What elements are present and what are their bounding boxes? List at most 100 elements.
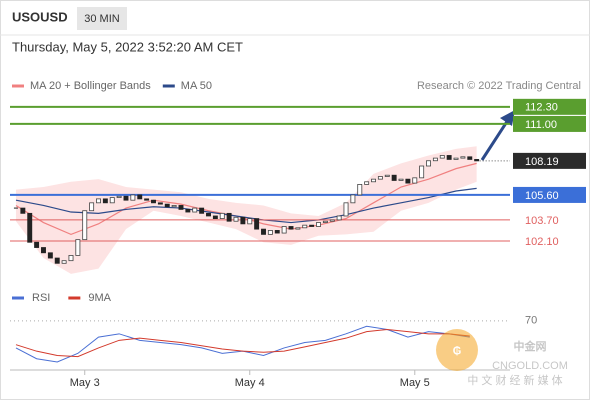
- indicator-line: [15, 328, 470, 358]
- candle: [467, 156, 473, 160]
- moving-average: [15, 187, 477, 224]
- watermark: ₲ 中金网 CNGOLD.COM 中 文 财 经 新 媒 体: [436, 329, 568, 387]
- candle: [288, 226, 294, 230]
- candle: [185, 208, 191, 213]
- price-label: 111.00: [525, 119, 557, 131]
- candle: [206, 212, 211, 217]
- candle: [247, 218, 253, 225]
- candle: [137, 194, 143, 200]
- source: Research © 2022 Trading Central: [417, 80, 581, 92]
- candle: [41, 247, 46, 254]
- candle: [405, 178, 411, 184]
- price-label-box: [513, 98, 586, 115]
- candle: [343, 202, 349, 217]
- candle: [446, 155, 452, 160]
- candle: [61, 260, 67, 264]
- candle: [116, 195, 122, 198]
- candle: [212, 215, 218, 219]
- candle: [357, 184, 363, 196]
- candle: [322, 220, 328, 223]
- candle: [219, 212, 225, 219]
- candle: [171, 205, 177, 208]
- price-label: 103.70: [525, 215, 559, 227]
- candle: [281, 226, 287, 234]
- x-tick-label: May 4: [235, 377, 265, 389]
- price-label-box: [513, 115, 586, 132]
- candle: [54, 257, 60, 264]
- interval[interactable]: 30 MIN: [84, 13, 120, 25]
- candle: [474, 159, 480, 162]
- candle: [377, 176, 383, 180]
- candle: [164, 203, 170, 208]
- candle: [412, 177, 418, 184]
- current-price-label: 108.19: [525, 156, 559, 168]
- legend-label: 9MA: [88, 292, 111, 304]
- datetime: Thursday, May 5, 2022 3:52:20 AM CET: [12, 39, 243, 54]
- price-label: 105.60: [525, 190, 559, 202]
- candle: [102, 198, 108, 204]
- candle: [329, 219, 335, 222]
- candle: [267, 230, 273, 235]
- x-tick-label: May 3: [70, 377, 100, 389]
- candle: [432, 157, 438, 162]
- watermark-logo-mark: ₲: [453, 345, 462, 357]
- candle: [82, 210, 88, 241]
- price-label: 102.10: [525, 236, 559, 248]
- candle: [34, 241, 40, 248]
- candle: [130, 194, 136, 201]
- legend-label: MA 50: [181, 80, 212, 92]
- price-label: 112.30: [525, 102, 558, 114]
- legend-label: MA 20 + Bollinger Bands: [30, 80, 151, 92]
- candle: [254, 218, 260, 230]
- candle: [192, 207, 198, 213]
- symbol: USOUSD: [12, 9, 68, 24]
- y-tick-label: 70: [525, 315, 537, 327]
- candle: [336, 215, 342, 221]
- bollinger-band: [15, 146, 477, 274]
- candle: [75, 239, 81, 256]
- candle: [109, 197, 115, 204]
- candle: [47, 252, 53, 259]
- candle: [261, 228, 266, 235]
- candle: [295, 227, 301, 230]
- candle: [350, 194, 356, 204]
- candle: [384, 174, 390, 177]
- arrow: [480, 110, 515, 161]
- candle: [123, 195, 129, 201]
- watermark-logo: [436, 329, 478, 371]
- candle: [240, 216, 246, 225]
- candle: [302, 224, 308, 229]
- candle: [89, 202, 95, 212]
- watermark-slogan: 中 文 财 经 新 媒 体: [467, 373, 562, 387]
- candle: [233, 216, 239, 222]
- legend-label: RSI: [32, 292, 50, 304]
- watermark-name: 中金网: [514, 339, 547, 353]
- candle: [144, 198, 150, 201]
- candle: [199, 207, 205, 214]
- candle: [419, 165, 425, 179]
- candle: [398, 178, 404, 181]
- candle: [371, 178, 376, 183]
- candle: [20, 207, 26, 214]
- candle: [364, 181, 370, 185]
- candle: [391, 174, 397, 181]
- candle: [453, 157, 459, 160]
- candle: [226, 212, 232, 222]
- candle: [96, 198, 101, 204]
- candle: [460, 156, 466, 159]
- candle: [439, 155, 445, 159]
- candle: [309, 224, 315, 227]
- candle: [274, 230, 280, 234]
- price-label-box: [513, 186, 586, 203]
- candle: [27, 212, 33, 243]
- interval-tab[interactable]: [77, 7, 127, 30]
- candle: [151, 199, 156, 204]
- current-price-box: [513, 152, 586, 169]
- candle: [157, 202, 163, 205]
- candle: [178, 205, 184, 210]
- watermark-site: CNGOLD.COM: [492, 360, 568, 372]
- candle: [68, 255, 74, 262]
- x-tick-label: May 5: [400, 377, 430, 389]
